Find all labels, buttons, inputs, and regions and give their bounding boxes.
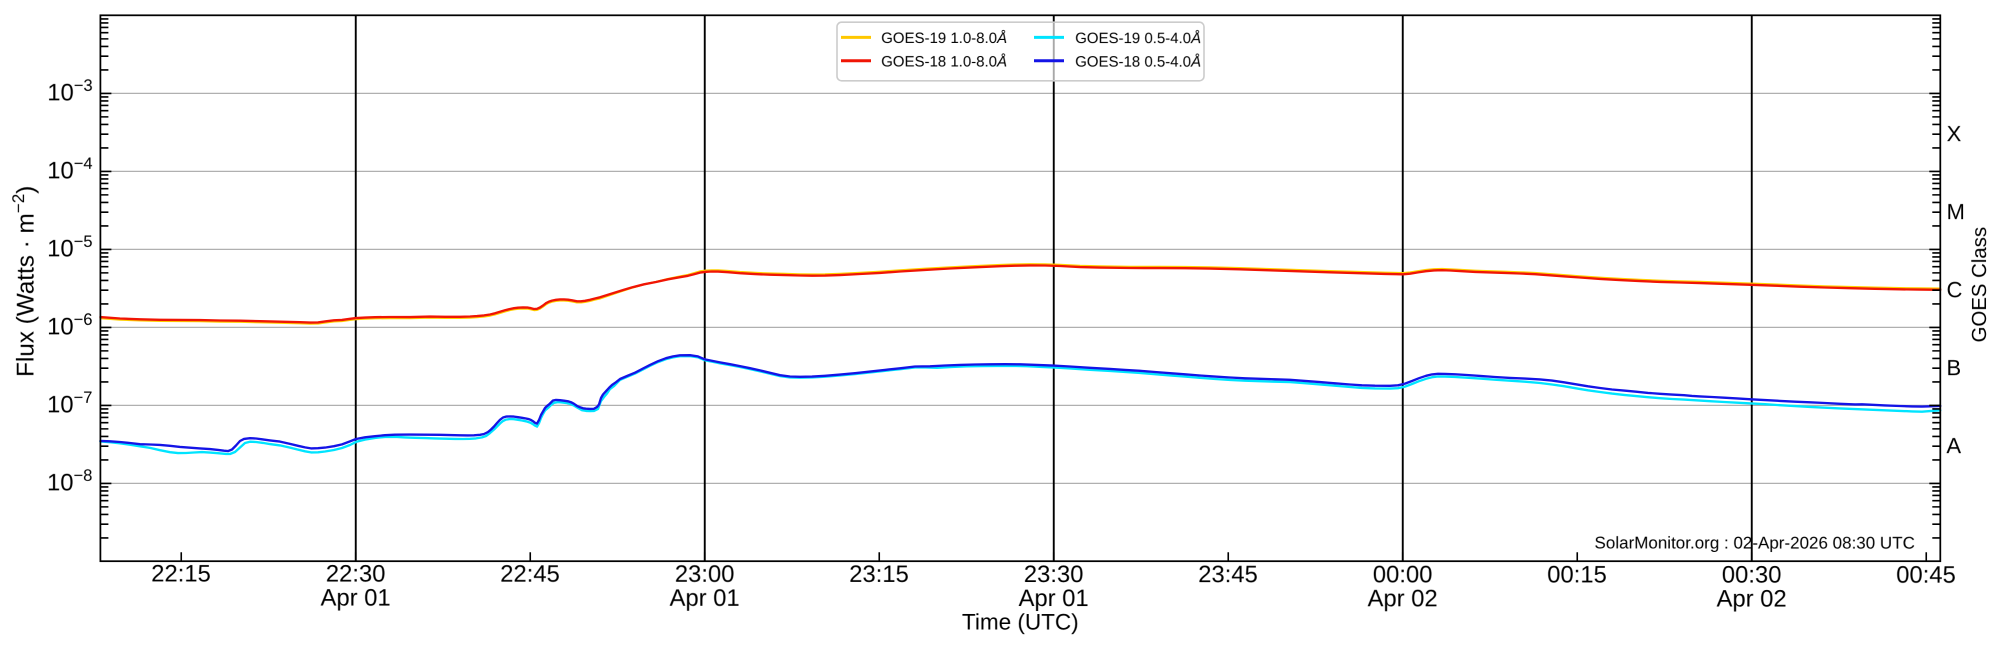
svg-text:00:00: 00:00 — [1373, 561, 1433, 588]
svg-text:00:30: 00:30 — [1722, 562, 1782, 589]
svg-text:10−5: 10−5 — [47, 232, 92, 262]
svg-text:10−7: 10−7 — [47, 388, 92, 418]
svg-text:GOES-18 0.5-4.0Å: GOES-18 0.5-4.0Å — [1075, 52, 1201, 70]
svg-text:Apr 01: Apr 01 — [321, 585, 391, 612]
svg-text:Apr 01: Apr 01 — [670, 585, 740, 612]
svg-text:23:00: 23:00 — [675, 561, 735, 588]
svg-text:A: A — [1946, 433, 1961, 458]
svg-text:Apr 02: Apr 02 — [1717, 586, 1787, 613]
svg-text:GOES-18 1.0-8.0Å: GOES-18 1.0-8.0Å — [881, 52, 1007, 70]
svg-text:Time (UTC): Time (UTC) — [962, 609, 1079, 634]
svg-text:B: B — [1946, 355, 1961, 380]
svg-text:C: C — [1947, 277, 1963, 302]
svg-text:GOES-19 1.0-8.0Å: GOES-19 1.0-8.0Å — [881, 29, 1007, 47]
svg-text:10−6: 10−6 — [47, 310, 92, 340]
svg-text:X: X — [1947, 121, 1962, 146]
svg-text:23:45: 23:45 — [1198, 561, 1258, 588]
svg-text:23:15: 23:15 — [849, 561, 909, 588]
svg-text:22:15: 22:15 — [151, 560, 211, 587]
svg-text:23:30: 23:30 — [1024, 561, 1084, 588]
svg-text:Flux (Watts · m−2): Flux (Watts · m−2) — [9, 186, 40, 377]
svg-text:GOES Class: GOES Class — [1969, 227, 1991, 343]
svg-text:00:45: 00:45 — [1896, 562, 1956, 589]
svg-text:M: M — [1947, 199, 1965, 224]
svg-text:00:15: 00:15 — [1547, 561, 1607, 588]
svg-text:10−8: 10−8 — [47, 466, 92, 496]
svg-text:SolarMonitor.org : 02-Apr-2026: SolarMonitor.org : 02-Apr-2026 08:30 UTC — [1595, 533, 1915, 552]
svg-text:22:45: 22:45 — [500, 561, 560, 588]
svg-text:GOES-19 0.5-4.0Å: GOES-19 0.5-4.0Å — [1075, 29, 1201, 47]
svg-text:10−4: 10−4 — [47, 154, 92, 184]
svg-text:Apr 01: Apr 01 — [1019, 585, 1089, 612]
svg-text:Apr 02: Apr 02 — [1368, 585, 1438, 612]
svg-text:10−3: 10−3 — [47, 76, 92, 106]
svg-text:22:30: 22:30 — [326, 561, 386, 588]
